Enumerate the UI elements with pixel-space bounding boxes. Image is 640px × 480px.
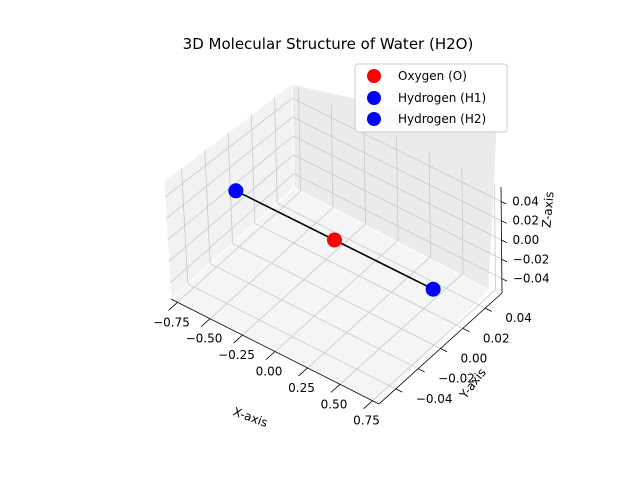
y-tick-label-0: −0.04 <box>416 392 453 406</box>
legend-label-oxygen: Oxygen (O) <box>398 69 467 83</box>
atom-markers <box>228 183 441 297</box>
x-tick-label-1: −0.50 <box>186 332 223 346</box>
legend-label-hydrogen-2: Hydrogen (H2) <box>398 112 486 126</box>
grid-lines <box>164 87 503 402</box>
z-tick-mark-4 <box>500 201 507 205</box>
z-grid-back-3 <box>292 116 502 222</box>
y-grid-floor-1 <box>209 263 419 370</box>
bond-0 <box>235 190 335 241</box>
y-tick-label-3: 0.02 <box>483 331 510 345</box>
legend-label-hydrogen-1: Hydrogen (H1) <box>398 91 486 105</box>
z-grid-back-1 <box>293 154 502 260</box>
bond-lines <box>235 190 434 290</box>
atom-oxygen <box>327 232 342 248</box>
y-tick-label-2: 0.00 <box>461 352 488 366</box>
z-axis-label: Z-axis <box>539 191 556 228</box>
x-tick-label-5: 0.50 <box>321 397 348 411</box>
z-tick-label-3: 0.02 <box>512 214 539 228</box>
y-tick-label-4: 0.04 <box>505 311 532 325</box>
x-tick-mark-6 <box>363 400 373 410</box>
bond-1 <box>334 239 434 290</box>
x-tick-mark-2 <box>233 334 243 344</box>
z-grid-left-1 <box>168 154 294 262</box>
atom-hydrogen-2 <box>425 281 441 297</box>
z-grid-left-0 <box>169 173 294 284</box>
y-tick-mark-2 <box>440 348 448 353</box>
y-grid-floor-4 <box>277 202 486 309</box>
x-tick-label-0: −0.75 <box>153 315 190 329</box>
y-grid-floor-3 <box>254 222 464 329</box>
z-tick-mark-3 <box>501 220 507 224</box>
chart-title: 3D Molecular Structure of Water (H2O) <box>183 35 474 53</box>
x-tick-mark-1 <box>200 318 211 328</box>
y-tick-mark-0 <box>395 388 403 393</box>
tick-labels: −0.75−0.50−0.250.000.250.500.75−0.04−0.0… <box>153 194 550 427</box>
legend-marker-hydrogen-2 <box>367 112 381 126</box>
y-tick-label-1: −0.02 <box>438 372 475 386</box>
x-tick-mark-5 <box>330 384 341 393</box>
legend: Oxygen (O) Hydrogen (H1) Hydrogen (H2) <box>354 63 508 133</box>
z-grid-left-4 <box>164 97 293 198</box>
x-tick-label-3: 0.00 <box>256 365 283 379</box>
legend-marker-hydrogen-1 <box>367 91 381 105</box>
z-grid-back-0 <box>293 173 503 279</box>
z-grid-back-2 <box>292 135 502 241</box>
x-tick-label-4: 0.25 <box>288 381 315 395</box>
z-tick-mark-1 <box>501 258 508 263</box>
z-grid-left-3 <box>165 116 293 219</box>
z-tick-mark-2 <box>501 239 507 243</box>
legend-frame <box>354 63 508 133</box>
x-tick-mark-3 <box>265 351 276 360</box>
x-tick-label-2: −0.25 <box>218 348 255 362</box>
y-grid-floor-2 <box>232 243 441 349</box>
y-tick-mark-3 <box>462 327 470 332</box>
z-tick-label-1: −0.02 <box>513 252 550 266</box>
y-grid-floor-0 <box>187 283 396 390</box>
z-tick-label-2: 0.00 <box>513 233 540 247</box>
y-tick-mark-4 <box>485 307 492 312</box>
x-tick-mark-0 <box>168 301 178 311</box>
z-tick-label-4: 0.04 <box>512 194 539 208</box>
x-tick-label-6: 0.75 <box>353 414 380 428</box>
atom-hydrogen-1 <box>228 183 244 199</box>
z-tick-mark-0 <box>501 278 508 282</box>
z-grid-back-4 <box>292 97 502 202</box>
z-tick-label-0: −0.04 <box>513 272 550 286</box>
legend-marker-oxygen <box>367 69 381 83</box>
x-axis-label: X-axis <box>231 405 270 430</box>
y-tick-mark-1 <box>417 368 425 373</box>
x-tick-mark-4 <box>298 367 308 377</box>
